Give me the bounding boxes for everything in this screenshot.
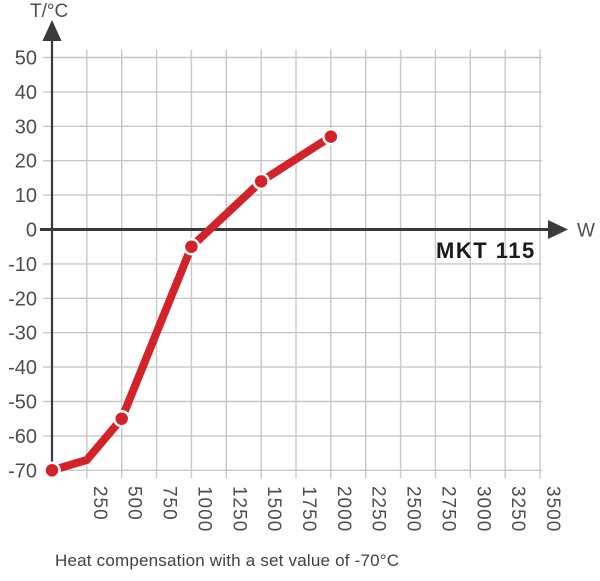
data-point-marker: [252, 172, 270, 191]
x-tick-label: 1500: [263, 486, 284, 532]
y-tick-label: -40: [8, 357, 37, 379]
x-tick-label: 1250: [228, 486, 249, 532]
chart-caption: Heat compensation with a set value of -7…: [55, 551, 400, 570]
x-tick-label: 1000: [193, 486, 214, 532]
y-tick-label: 50: [15, 48, 37, 70]
y-tick-label: -60: [8, 426, 37, 448]
data-point-marker: [112, 409, 131, 428]
x-tick-label: 2750: [437, 486, 458, 532]
y-tick-label: -70: [8, 460, 37, 482]
x-tick-label: 2500: [403, 486, 424, 532]
x-tick-label: 500: [124, 486, 145, 521]
y-axis-arrowhead: [42, 20, 62, 41]
x-tick-label: 2250: [368, 486, 389, 532]
x-tick-label: 3500: [542, 486, 563, 532]
x-axis-title: W: [577, 221, 595, 242]
y-tick-label: 30: [15, 116, 37, 138]
x-tick-label: 1750: [298, 486, 319, 532]
x-tick-label: 2000: [333, 486, 354, 532]
y-tick-label: 0: [26, 220, 37, 242]
y-axis-title: T/°C: [30, 1, 68, 22]
series-annotation: MKT 115: [436, 238, 536, 263]
series-line: [48, 132, 335, 475]
y-tick-label: 20: [15, 151, 37, 173]
data-point-marker: [43, 461, 61, 480]
data-point-marker: [182, 237, 201, 256]
x-tick-label: 250: [89, 486, 110, 521]
y-tick-label: -10: [8, 254, 37, 276]
y-tick-label: -50: [8, 392, 37, 414]
y-tick-label: -30: [8, 323, 37, 345]
y-tick-label: -20: [8, 288, 37, 310]
x-tick-label: 750: [159, 486, 180, 521]
data-point-marker: [322, 127, 340, 146]
x-axis-arrowhead: [548, 220, 568, 239]
y-tick-label: 40: [15, 82, 37, 104]
x-tick-label: 3250: [507, 486, 528, 532]
x-tick-label: 3000: [472, 486, 493, 532]
y-tick-label: 10: [15, 185, 37, 207]
